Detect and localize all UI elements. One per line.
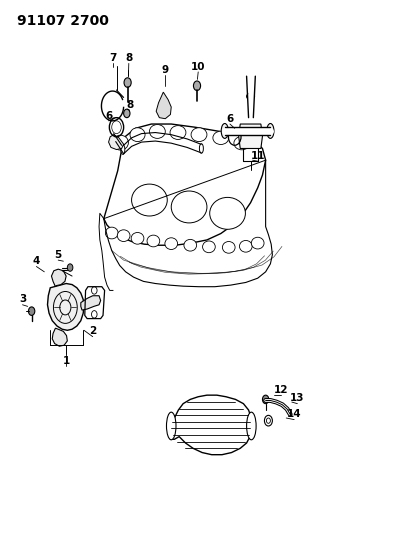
- Text: 91107 2700: 91107 2700: [17, 14, 108, 28]
- Ellipse shape: [247, 93, 255, 100]
- Text: 9: 9: [162, 65, 169, 75]
- Polygon shape: [156, 92, 171, 119]
- Ellipse shape: [210, 197, 246, 229]
- Text: 12: 12: [273, 385, 288, 395]
- Ellipse shape: [121, 145, 125, 155]
- Text: 11: 11: [250, 151, 265, 161]
- Text: 4: 4: [33, 256, 40, 266]
- Text: 14: 14: [287, 409, 302, 419]
- Polygon shape: [109, 135, 124, 150]
- Ellipse shape: [166, 412, 176, 440]
- Polygon shape: [47, 284, 84, 330]
- Ellipse shape: [221, 124, 228, 139]
- Text: 6: 6: [105, 110, 112, 120]
- Polygon shape: [239, 124, 262, 149]
- Text: 10: 10: [191, 62, 205, 71]
- Text: 7: 7: [109, 53, 117, 63]
- Circle shape: [262, 395, 269, 403]
- Ellipse shape: [252, 237, 264, 249]
- Ellipse shape: [147, 235, 160, 247]
- Ellipse shape: [130, 128, 145, 142]
- Polygon shape: [170, 395, 253, 455]
- Ellipse shape: [191, 128, 207, 142]
- Ellipse shape: [165, 238, 178, 249]
- Ellipse shape: [199, 144, 203, 154]
- Text: 3: 3: [19, 294, 26, 304]
- Text: 8: 8: [126, 100, 133, 110]
- Ellipse shape: [222, 241, 235, 253]
- Circle shape: [124, 109, 130, 118]
- Ellipse shape: [247, 412, 256, 440]
- Circle shape: [29, 307, 35, 316]
- Ellipse shape: [170, 126, 186, 140]
- Text: 5: 5: [55, 250, 62, 260]
- Ellipse shape: [213, 131, 229, 144]
- Ellipse shape: [267, 124, 274, 139]
- Ellipse shape: [171, 191, 207, 223]
- Text: 2: 2: [89, 326, 96, 336]
- Ellipse shape: [117, 230, 130, 241]
- Circle shape: [193, 81, 201, 91]
- Polygon shape: [51, 269, 66, 287]
- Circle shape: [67, 264, 73, 271]
- Ellipse shape: [184, 239, 197, 251]
- Ellipse shape: [113, 135, 129, 150]
- Text: 6: 6: [226, 114, 234, 124]
- Ellipse shape: [132, 184, 167, 216]
- Ellipse shape: [203, 241, 215, 253]
- Ellipse shape: [149, 125, 165, 139]
- Ellipse shape: [234, 136, 250, 150]
- Ellipse shape: [105, 227, 118, 239]
- Text: 8: 8: [125, 53, 133, 63]
- Polygon shape: [52, 328, 67, 346]
- Polygon shape: [81, 296, 101, 310]
- Circle shape: [124, 78, 131, 87]
- Ellipse shape: [240, 240, 252, 252]
- Ellipse shape: [131, 232, 144, 244]
- Polygon shape: [104, 124, 265, 245]
- Text: 1: 1: [62, 356, 70, 366]
- Text: 13: 13: [290, 393, 304, 403]
